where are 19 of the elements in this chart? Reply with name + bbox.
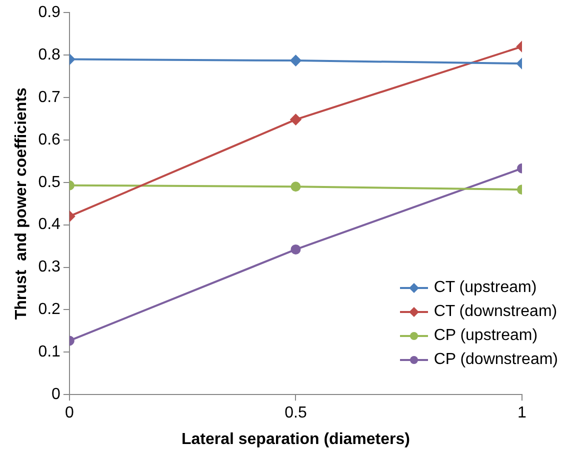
- y-axis-title: Thrust and power coefficients: [13, 87, 30, 320]
- x-tick-label: 0.5: [284, 404, 307, 422]
- legend-label: CP (upstream): [434, 327, 538, 345]
- y-tick-label: 0.4: [38, 216, 61, 234]
- x-tick-label: 1: [518, 404, 527, 422]
- legend-label: CT (downstream): [434, 303, 558, 321]
- legend-label: CP (downstream): [434, 351, 558, 369]
- legend-label: CT (upstream): [434, 279, 537, 297]
- y-tick-label: 0.7: [38, 88, 61, 106]
- y-tick-label: 0.1: [38, 344, 61, 361]
- y-tick-label: 0.2: [38, 301, 61, 318]
- y-tick-label: 0.9: [38, 4, 61, 22]
- y-tick-label: 0.3: [38, 258, 61, 276]
- x-tick-label: 0: [64, 404, 74, 422]
- y-tick-label: 0.6: [38, 131, 61, 148]
- y-tick-label: 0.8: [38, 46, 61, 64]
- y-tick-label: 0: [52, 386, 61, 404]
- x-axis-title: Lateral separation (diameters): [181, 430, 410, 448]
- y-tick-label: 0.5: [38, 174, 61, 191]
